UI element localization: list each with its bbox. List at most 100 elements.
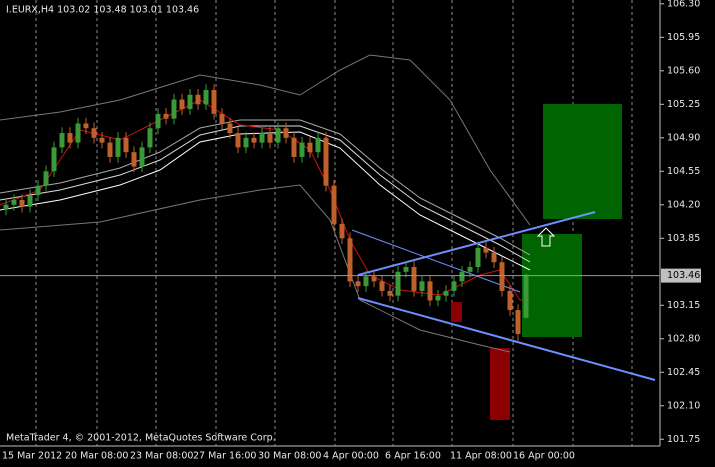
y-tick-label: 104.20 [667, 199, 700, 210]
x-tick-label: 6 Apr 16:00 [385, 451, 441, 462]
candle-body [163, 113, 169, 119]
candle-body [131, 152, 137, 167]
target-box [522, 234, 582, 337]
candle-body [83, 123, 89, 129]
footer: MetaTrader 4, © 2001-2012, MetaQuotes So… [6, 433, 276, 444]
candle-body [75, 123, 81, 143]
x-tick-label: 16 Apr 00:00 [513, 451, 575, 462]
stop-box [451, 302, 462, 322]
candle-body [339, 223, 345, 239]
stop-box [490, 348, 510, 420]
candle-body [347, 238, 353, 282]
candle-body [291, 137, 297, 157]
candle-body [203, 89, 209, 105]
candle-body [275, 128, 281, 143]
candle-body [171, 99, 177, 119]
y-tick-label: 105.60 [667, 65, 700, 76]
candle-body [395, 271, 401, 296]
candle-body [91, 128, 97, 138]
x-tick-label: 30 Mar 08:00 [258, 451, 321, 462]
arrow-icon [536, 227, 556, 247]
candle-body [507, 290, 513, 311]
candle-body [179, 99, 185, 110]
y-tick-label: 105.25 [667, 99, 700, 110]
candle-body [3, 204, 9, 210]
candle-body [323, 137, 329, 186]
candle-body [19, 200, 25, 207]
current-price-label: 103.46 [667, 270, 700, 281]
candle-body [107, 142, 113, 157]
objects [451, 104, 622, 420]
candle-body [267, 133, 273, 143]
candle-body [51, 147, 57, 172]
y-tick-label: 103.85 [667, 233, 700, 244]
trendlines [351, 211, 656, 381]
candle-body [27, 195, 33, 207]
candle-body [459, 271, 465, 282]
x-tick-label: 20 Mar 08:00 [65, 451, 128, 462]
candle-body [243, 137, 249, 148]
candle-body [115, 137, 121, 157]
indicators [0, 54, 531, 353]
candle-body [403, 267, 409, 272]
candle-body [43, 171, 49, 186]
candle-body [11, 200, 17, 205]
candle-body [227, 123, 233, 134]
candle-body [259, 133, 265, 143]
y-tick-label: 104.55 [667, 166, 700, 177]
candle-body [419, 281, 425, 291]
current-price-box [661, 268, 701, 283]
candle-body [219, 113, 225, 124]
candle-body [443, 290, 449, 296]
candle-body [155, 113, 161, 129]
candle-body [147, 128, 153, 148]
y-tick-label: 103.15 [667, 300, 700, 311]
candle-body [371, 276, 377, 282]
candle-body [139, 147, 145, 167]
chart-title: I.EURX,H4 103.02 103.48 103.01 103.46 [6, 5, 199, 16]
x-tick-label: 27 Mar 16:00 [193, 451, 256, 462]
candle-body [59, 133, 65, 148]
candles [3, 84, 529, 341]
candle-body [99, 137, 105, 143]
candle-body [475, 247, 481, 267]
candle-body [355, 281, 361, 287]
x-tick-label: 15 Mar 2012 [2, 451, 62, 462]
candle-body [483, 247, 489, 253]
candle-body [435, 295, 441, 301]
candle-body [299, 142, 305, 157]
candle-body [499, 262, 505, 291]
candle-body [523, 275, 529, 318]
candle-body [35, 185, 41, 196]
target-box [543, 104, 622, 219]
candle-body [451, 281, 457, 291]
candle-body [331, 185, 337, 224]
candle-body [211, 89, 217, 114]
candle-body [283, 128, 289, 138]
candle-body [187, 94, 193, 110]
y-tick-label: 102.10 [667, 400, 700, 411]
candle-body [307, 142, 313, 153]
y-tick-label: 105.95 [667, 32, 700, 43]
y-tick-label: 102.80 [667, 333, 700, 344]
y-tick-label: 102.45 [667, 367, 700, 378]
candle-body [515, 310, 521, 334]
x-tick-label: 4 Apr 00:00 [323, 451, 379, 462]
candle-body [491, 252, 497, 263]
candle-body [195, 94, 201, 105]
vertical-grid [35, 0, 633, 446]
y-tick-label: 106.30 [667, 0, 700, 9]
x-tick-label: 11 Apr 08:00 [450, 451, 512, 462]
candle-body [411, 267, 417, 291]
candle-body [427, 281, 433, 301]
candle-body [467, 267, 473, 272]
candle-body [315, 137, 321, 153]
candle-body [67, 133, 73, 143]
y-tick-label: 101.75 [667, 434, 700, 445]
y-tick-label: 104.90 [667, 132, 700, 143]
candle-body [123, 137, 129, 153]
candle-body [363, 276, 369, 287]
